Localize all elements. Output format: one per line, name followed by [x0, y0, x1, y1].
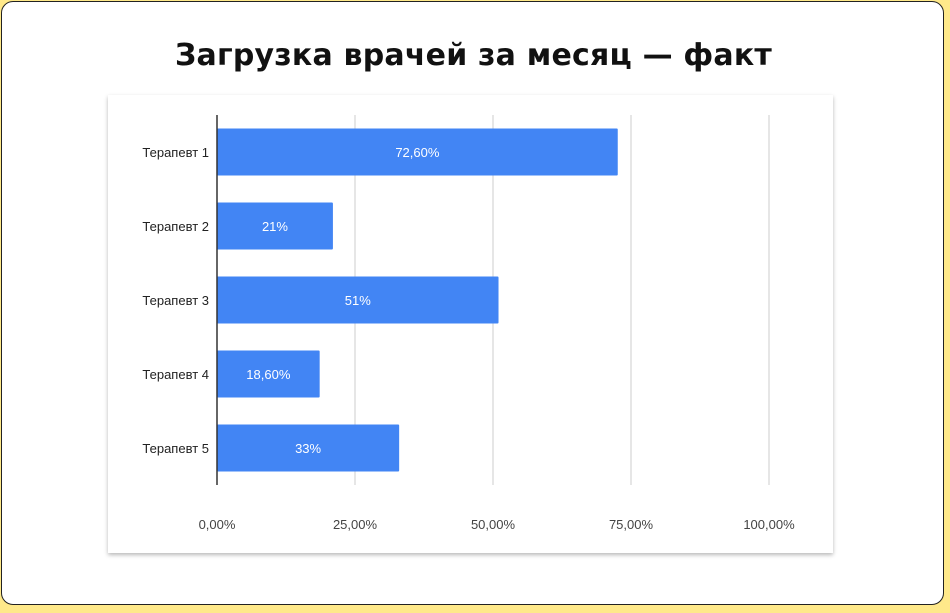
data-label-5: 33%: [295, 441, 321, 456]
category-label-5: Терапевт 5: [142, 441, 209, 456]
data-label-1: 72,60%: [395, 145, 440, 160]
x-tick-label-3: 75,00%: [609, 517, 654, 532]
bar-chart: 0,00% 25,00% 50,00% 75,00% 100,00% Терапевт 1…: [142, 115, 795, 532]
chart-panel: 0,00% 25,00% 50,00% 75,00% 100,00% Терапевт 1…: [108, 95, 833, 553]
data-label-3: 51%: [345, 293, 371, 308]
category-label-4: Терапевт 4: [142, 367, 209, 382]
category-label-1: Терапевт 1: [142, 145, 209, 160]
data-label-4: 18,60%: [246, 367, 291, 382]
x-tick-label-0: 0,00%: [199, 517, 236, 532]
category-label-2: Терапевт 2: [142, 219, 209, 234]
bar-2: [217, 202, 333, 250]
category-label-3: Терапевт 3: [142, 293, 209, 308]
x-tick-label-2: 50,00%: [471, 517, 516, 532]
chart-title: Загрузка врачей за месяц — факт: [175, 38, 772, 73]
data-label-2: 21%: [262, 219, 288, 234]
bar-1: [217, 128, 618, 176]
x-tick-label-4: 100,00%: [743, 517, 795, 532]
bar-5: [217, 424, 400, 472]
bar-3: [217, 276, 499, 324]
bar-4: [217, 350, 320, 398]
x-tick-label-1: 25,00%: [333, 517, 378, 532]
